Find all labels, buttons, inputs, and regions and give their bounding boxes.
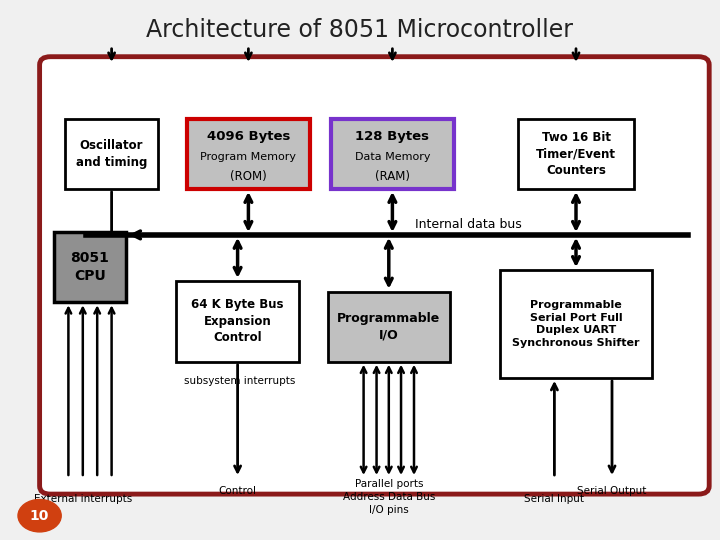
- Text: 4096 Bytes: 4096 Bytes: [207, 130, 290, 143]
- Text: Programmable
I/O: Programmable I/O: [337, 312, 441, 341]
- FancyBboxPatch shape: [176, 281, 299, 362]
- Text: Internal data bus: Internal data bus: [415, 218, 521, 231]
- Text: 64 K Byte Bus
Expansion
Control: 64 K Byte Bus Expansion Control: [192, 298, 284, 345]
- Text: Data Memory: Data Memory: [355, 152, 430, 163]
- FancyBboxPatch shape: [40, 57, 709, 494]
- Text: Control: Control: [219, 487, 256, 496]
- Text: 10: 10: [30, 509, 49, 523]
- Text: subsystem interrupts: subsystem interrupts: [184, 376, 295, 386]
- FancyBboxPatch shape: [331, 119, 454, 189]
- Text: (ROM): (ROM): [230, 170, 267, 183]
- Text: Two 16 Bit
Timer/Event
Counters: Two 16 Bit Timer/Event Counters: [536, 131, 616, 177]
- Text: Architecture of 8051 Microcontroller: Architecture of 8051 Microcontroller: [146, 18, 574, 42]
- FancyBboxPatch shape: [65, 119, 158, 189]
- Text: External interrupts: External interrupts: [34, 495, 132, 504]
- Text: Program Memory: Program Memory: [200, 152, 297, 163]
- FancyBboxPatch shape: [54, 232, 126, 302]
- Text: (RAM): (RAM): [375, 170, 410, 183]
- FancyBboxPatch shape: [328, 292, 450, 362]
- Text: 8051
CPU: 8051 CPU: [71, 252, 109, 283]
- Text: Programmable
Serial Port Full
Duplex UART
Synchronous Shifter: Programmable Serial Port Full Duplex UAR…: [512, 300, 640, 348]
- Text: Parallel ports
Address Data Bus
I/O pins: Parallel ports Address Data Bus I/O pins: [343, 479, 435, 515]
- Circle shape: [18, 500, 61, 532]
- Text: Serial Input: Serial Input: [524, 495, 585, 504]
- FancyBboxPatch shape: [187, 119, 310, 189]
- Text: Oscillator
and timing: Oscillator and timing: [76, 139, 148, 168]
- FancyBboxPatch shape: [500, 270, 652, 378]
- Text: Serial Output: Serial Output: [577, 487, 647, 496]
- FancyBboxPatch shape: [518, 119, 634, 189]
- Text: 128 Bytes: 128 Bytes: [356, 130, 429, 143]
